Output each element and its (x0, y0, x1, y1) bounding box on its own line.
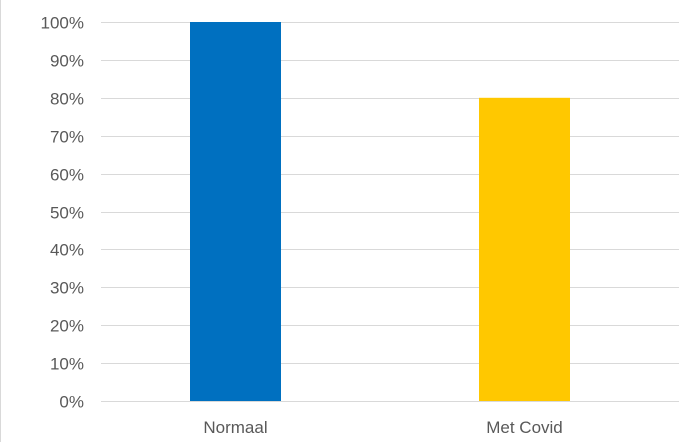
y-tick-label: 80% (50, 90, 84, 109)
x-axis-category-labels: Normaal Met Covid (203, 418, 562, 437)
y-tick-label: 90% (50, 52, 84, 71)
bars (190, 22, 570, 402)
y-tick-label: 100% (41, 14, 84, 33)
bar-met-covid (479, 97, 570, 402)
gridlines (101, 22, 679, 402)
y-tick-label: 30% (50, 279, 84, 298)
y-tick-label: 60% (50, 166, 84, 185)
y-tick-label: 10% (50, 355, 84, 374)
y-axis-tick-labels: 0% 10% 20% 30% 40% 50% 60% 70% 80% 90% 100% (41, 14, 84, 412)
y-tick-label: 50% (50, 204, 84, 223)
y-tick-label: 70% (50, 128, 84, 147)
y-tick-label: 20% (50, 317, 84, 336)
y-tick-label: 40% (50, 241, 84, 260)
bar-normaal (190, 22, 281, 401)
x-category-label: Normaal (203, 418, 267, 437)
y-tick-label: 0% (59, 393, 84, 412)
x-category-label: Met Covid (486, 418, 563, 437)
